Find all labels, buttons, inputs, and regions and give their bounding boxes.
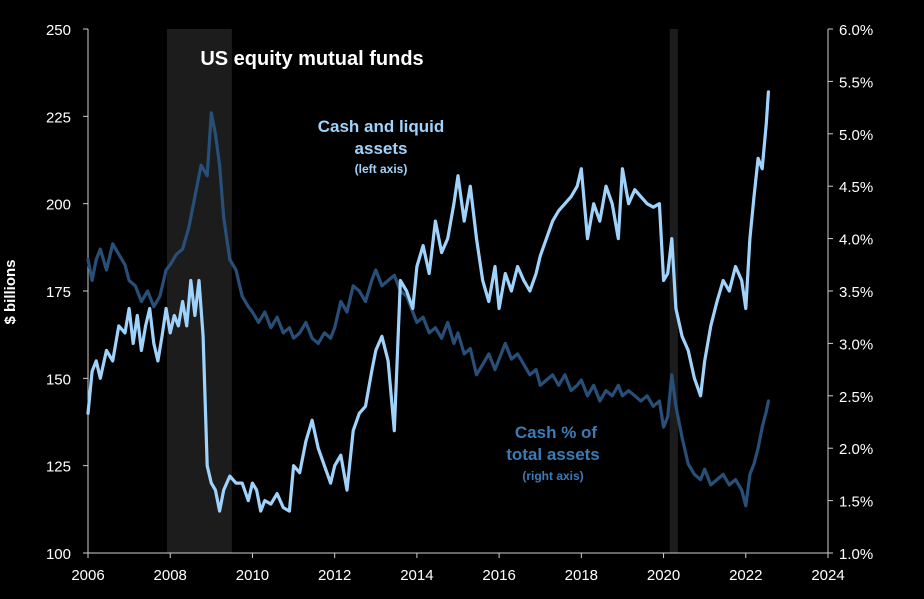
annotation-cash-liquid-line2: assets [355,139,408,158]
y-tick-label-100: 100 [46,546,71,563]
y2-tick-label-6.0%: 6.0% [839,22,873,39]
y2-tick-label-5.0%: 5.0% [839,127,873,144]
x-tick-label-2016: 2016 [482,567,515,584]
x-tick-label-2020: 2020 [647,567,680,584]
y-tick-label-225: 225 [46,109,71,126]
annotation-cash-liquid-line1: Cash and liquid [318,117,445,136]
x-tick-label-2022: 2022 [729,567,762,584]
y-tick-label-150: 150 [46,371,71,388]
y-tick-label-175: 175 [46,284,71,301]
x-tick-label-2018: 2018 [565,567,598,584]
y2-tick-label-3.5%: 3.5% [839,284,873,301]
annotation-cash-pct-line1: Cash % of [515,423,598,442]
axes: 2006 2008 2010 2012 2014 2016 2018 2020 2022 2024… [46,22,873,584]
series-lines [86,90,771,513]
y-tick-label-200: 200 [46,197,71,214]
y-tick-label-125: 125 [46,459,71,476]
annotation-cash-pct-line2: total assets [506,445,600,464]
series-line-cash-of-total-assets [86,111,771,508]
y-tick-label-250: 250 [46,22,71,39]
y2-tick-label-1.5%: 1.5% [839,494,873,511]
x-tick-label-2010: 2010 [236,567,269,584]
y2-tick-label-2.5%: 2.5% [839,389,873,406]
chart-title: US equity mutual funds [200,48,423,70]
y2-tick-label-2.0%: 2.0% [839,441,873,458]
y2-tick-label-4.0%: 4.0% [839,232,873,249]
y2-tick-label-1.0%: 1.0% [839,546,873,563]
y-axis-label: $ billions [2,259,19,324]
annotation-cash-liquid-sub: (left axis) [355,162,408,176]
x-tick-label-2008: 2008 [154,567,187,584]
y2-tick-label-3.0%: 3.0% [839,336,873,353]
x-tick-label-2012: 2012 [318,567,351,584]
y2-tick-label-5.5%: 5.5% [839,74,873,91]
annotation-cash-pct-sub: (right axis) [522,469,583,483]
x-tick-label-2024: 2024 [811,567,844,584]
x-tick-label-2006: 2006 [71,567,104,584]
x-tick-label-2014: 2014 [400,567,433,584]
y2-tick-label-4.5%: 4.5% [839,179,873,196]
series-line-cash-and-liquid-assets [86,90,771,513]
